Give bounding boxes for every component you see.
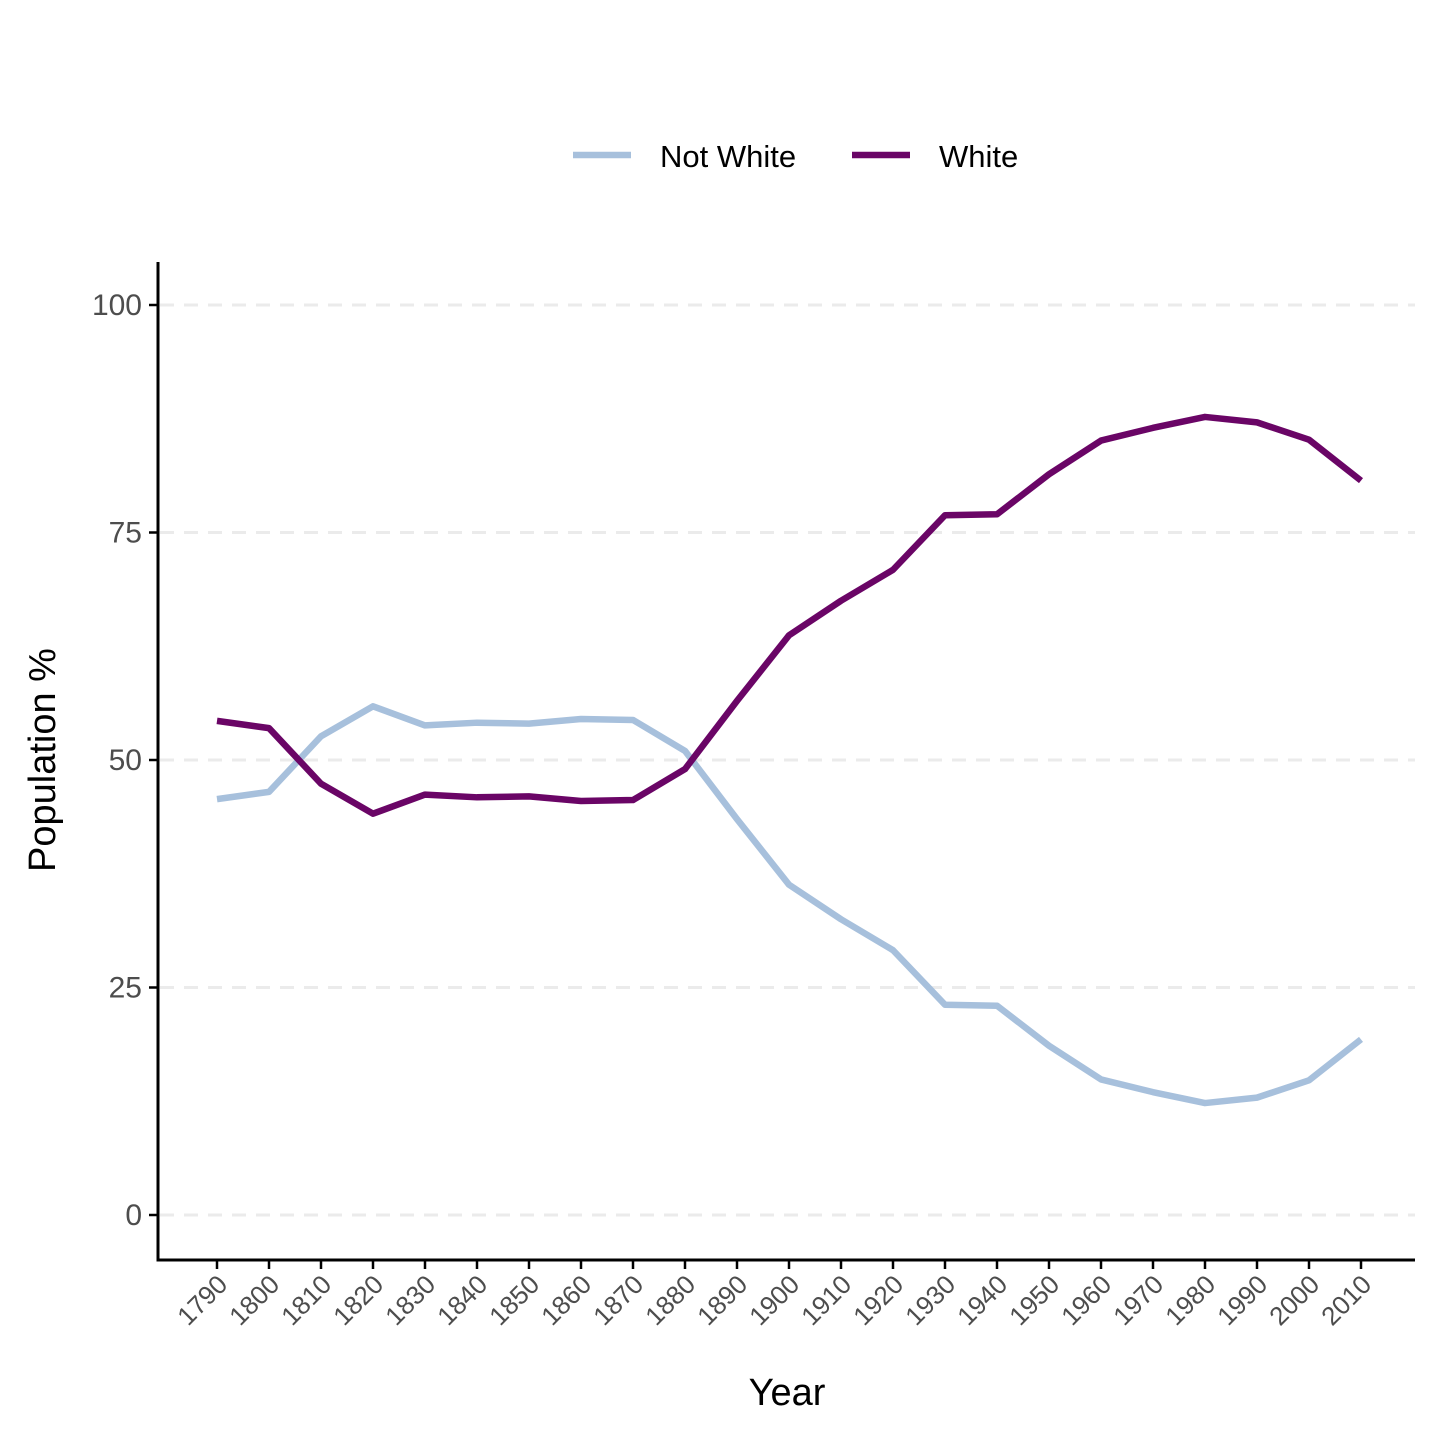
grid-lines (160, 303, 1415, 1217)
x-tick-label: 1890 (691, 1269, 753, 1331)
x-tick-label: 1910 (795, 1269, 857, 1331)
series-layer (216, 413, 1364, 1107)
x-tick-label: 1970 (1107, 1269, 1169, 1331)
x-tick-label: 2010 (1315, 1269, 1377, 1331)
x-tick-label: 1820 (327, 1269, 389, 1331)
x-tick-label: 1930 (899, 1269, 961, 1331)
x-tick-label: 1870 (587, 1269, 649, 1331)
x-tick-label: 1900 (743, 1269, 805, 1331)
x-tick-label: 1940 (951, 1269, 1013, 1331)
x-tick-label: 1880 (639, 1269, 701, 1331)
series-line-not-white (216, 703, 1364, 1107)
x-tick-label: 2000 (1263, 1269, 1325, 1331)
x-tick-label: 1800 (223, 1269, 285, 1331)
x-tick-label: 1860 (535, 1269, 597, 1331)
y-tick-label: 0 (125, 1199, 142, 1232)
y-tick-label: 50 (109, 744, 142, 777)
y-axis-ticks: 0 25 50 75 100 (92, 289, 158, 1232)
x-axis-title: Year (749, 1372, 826, 1414)
x-axis-ticks: 1790180018101820183018401850186018701880… (171, 1260, 1377, 1331)
x-tick-label: 1980 (1159, 1269, 1221, 1331)
x-tick-label: 1920 (847, 1269, 909, 1331)
y-tick-label: 25 (109, 972, 142, 1005)
y-axis-title: Population % (22, 648, 64, 872)
x-tick-label: 1960 (1055, 1269, 1117, 1331)
y-tick-label: 100 (92, 289, 142, 322)
legend-label-not-white: Not White (660, 139, 796, 174)
x-tick-label: 1810 (275, 1269, 337, 1331)
x-tick-label: 1840 (431, 1269, 493, 1331)
series-line-white (216, 413, 1364, 817)
x-tick-label: 1830 (379, 1269, 441, 1331)
x-tick-label: 1990 (1211, 1269, 1273, 1331)
legend: Not White White (573, 139, 1018, 174)
x-tick-label: 1790 (171, 1269, 233, 1331)
legend-label-white: White (939, 139, 1018, 174)
axes (156, 262, 1415, 1262)
x-tick-label: 1850 (483, 1269, 545, 1331)
x-tick-label: 1950 (1003, 1269, 1065, 1331)
y-tick-label: 75 (109, 517, 142, 550)
